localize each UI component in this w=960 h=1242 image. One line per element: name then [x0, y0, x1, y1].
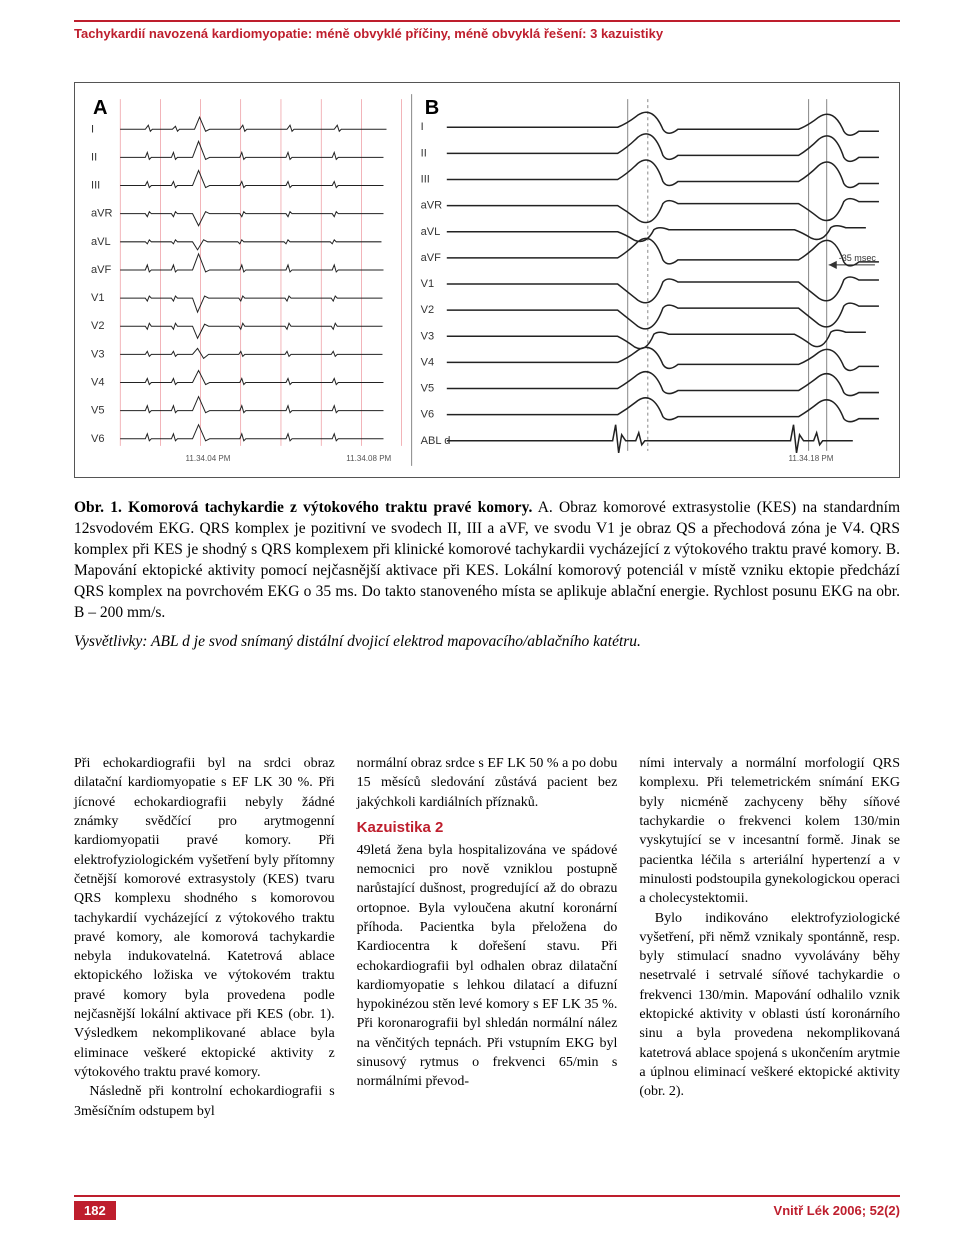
page-footer: 182 Vnitř Lék 2006; 52(2) — [74, 1195, 900, 1220]
svg-text:I: I — [421, 121, 424, 133]
svg-text:V5: V5 — [91, 405, 105, 417]
panel-a-label: A — [93, 97, 108, 119]
col1-para2: Následně při kontrolní echokardiografii … — [74, 1082, 335, 1121]
journal-citation: Vnitř Lék 2006; 52(2) — [774, 1201, 900, 1220]
svg-text:II: II — [91, 151, 97, 163]
svg-text:V4: V4 — [91, 377, 105, 389]
svg-text:III: III — [421, 174, 430, 186]
svg-text:V2: V2 — [421, 304, 435, 316]
svg-text:V6: V6 — [421, 409, 435, 421]
caption-title: Obr. 1. Komorová tachykardie z výtokovéh… — [74, 499, 532, 516]
svg-text:V5: V5 — [421, 383, 435, 395]
panel-b-label: B — [425, 97, 440, 119]
svg-text:11.34.04 PM: 11.34.04 PM — [186, 454, 231, 463]
caption-legend: Vysvětlivky: ABL d je svod snímaný distá… — [74, 632, 900, 653]
svg-text:ABL d: ABL d — [421, 435, 451, 447]
ecg-figure-svg: A I II III aVR aVL aVF V1 V2 V3 V4 V5 V6 — [85, 93, 889, 467]
page-number: 182 — [74, 1201, 116, 1220]
svg-text:11.34.08 PM: 11.34.08 PM — [346, 454, 391, 463]
col2-para1: normální obraz srdce s EF LK 50 % a po d… — [357, 754, 618, 812]
svg-text:V2: V2 — [91, 320, 105, 332]
svg-text:V6: V6 — [91, 433, 105, 445]
svg-text:aVL: aVL — [91, 236, 111, 248]
body-columns: Při echokardiografii byl na srdci obraz … — [74, 754, 900, 1170]
figure-1: A I II III aVR aVL aVF V1 V2 V3 V4 V5 V6 — [74, 82, 900, 478]
panel-a: A I II III aVR aVL aVF V1 V2 V3 V4 V5 V6 — [85, 94, 407, 463]
svg-text:V1: V1 — [91, 292, 105, 304]
running-header: Tachykardií navozená kardiomyopatie: mén… — [74, 20, 900, 41]
svg-text:V1: V1 — [421, 278, 435, 290]
col2-para2: 49letá žena byla hospitalizována ve spád… — [357, 841, 618, 1092]
svg-text:V4: V4 — [421, 356, 435, 368]
svg-text:II: II — [421, 147, 427, 159]
column-2: normální obraz srdce s EF LK 50 % a po d… — [357, 754, 618, 1170]
caption-body: A. Obraz komorové extrasystolie (KES) na… — [74, 499, 900, 621]
figure-caption: Obr. 1. Komorová tachykardie z výtokovéh… — [74, 498, 900, 652]
svg-text:aVF: aVF — [91, 264, 112, 276]
svg-text:V3: V3 — [91, 348, 105, 360]
col3-para1: ními intervaly a normální morfologií QRS… — [639, 754, 900, 909]
col3-para2: Bylo indikováno elektrofyziologické vyše… — [639, 909, 900, 1102]
column-1: Při echokardiografii byl na srdci obraz … — [74, 754, 335, 1170]
svg-text:aVL: aVL — [421, 226, 441, 238]
svg-text:11.34.18 PM: 11.34.18 PM — [789, 454, 834, 463]
svg-text:V3: V3 — [421, 330, 435, 342]
svg-text:aVF: aVF — [421, 252, 442, 264]
running-header-title: Tachykardií navozená kardiomyopatie: mén… — [74, 26, 900, 41]
svg-text:aVR: aVR — [91, 208, 113, 220]
column-3: ními intervaly a normální morfologií QRS… — [639, 754, 900, 1170]
svg-text:aVR: aVR — [421, 200, 443, 212]
col1-para1: Při echokardiografii byl na srdci obraz … — [74, 754, 335, 1082]
svg-text:III: III — [91, 180, 100, 192]
svg-text:I: I — [91, 123, 94, 135]
panel-b: B -35 msec I II III aVR aVL aVF V1 V2 V3… — [417, 94, 889, 463]
case-2-heading: Kazuistika 2 — [357, 818, 618, 839]
